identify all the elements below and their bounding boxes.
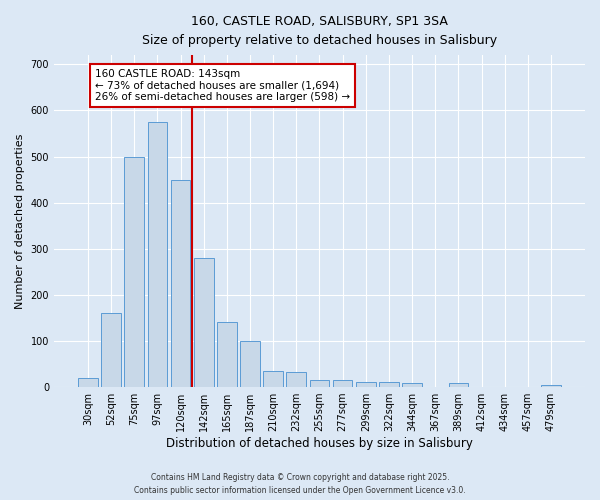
Y-axis label: Number of detached properties: Number of detached properties [15, 134, 25, 309]
Text: Contains HM Land Registry data © Crown copyright and database right 2025.
Contai: Contains HM Land Registry data © Crown c… [134, 474, 466, 495]
Bar [148, 122, 167, 387]
Bar [379, 382, 399, 387]
Bar [541, 385, 561, 387]
Title: 160, CASTLE ROAD, SALISBURY, SP1 3SA
Size of property relative to detached house: 160, CASTLE ROAD, SALISBURY, SP1 3SA Siz… [142, 15, 497, 47]
Bar [240, 341, 260, 387]
Bar [333, 380, 352, 387]
Text: 160 CASTLE ROAD: 143sqm
← 73% of detached houses are smaller (1,694)
26% of semi: 160 CASTLE ROAD: 143sqm ← 73% of detache… [95, 69, 350, 102]
Bar [170, 180, 190, 387]
Bar [449, 384, 468, 387]
Bar [101, 314, 121, 387]
Bar [124, 156, 144, 387]
Bar [310, 380, 329, 387]
Bar [402, 384, 422, 387]
Bar [217, 322, 236, 387]
Bar [194, 258, 214, 387]
Bar [356, 382, 376, 387]
X-axis label: Distribution of detached houses by size in Salisbury: Distribution of detached houses by size … [166, 437, 473, 450]
Bar [286, 372, 306, 387]
Bar [78, 378, 98, 387]
Bar [263, 371, 283, 387]
